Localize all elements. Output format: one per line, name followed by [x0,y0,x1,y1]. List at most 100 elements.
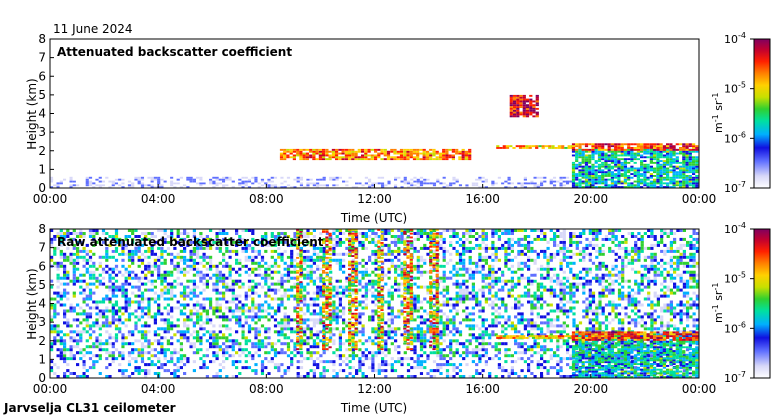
heatmap-cell [374,330,378,334]
heatmap-cell [533,178,537,181]
heatmap-cell [588,182,592,185]
heatmap-cell [601,161,605,164]
heatmap-cell [416,154,420,157]
heatmap-cell [394,176,398,179]
heatmap-cell [394,229,398,232]
heatmap-cell [56,261,60,265]
heatmap-cell [157,273,161,277]
heatmap-cell [682,154,686,157]
heatmap-cell [688,158,692,161]
heatmap-cell [381,186,385,188]
heatmap-cell [222,182,226,185]
heatmap-cell [403,150,407,153]
heatmap-cell [131,330,135,334]
heatmap-cell [412,158,417,161]
heatmap-cell [231,176,235,179]
heatmap-cell [144,375,148,378]
heatmap-cell [157,180,161,183]
heatmap-cell [118,309,122,313]
heatmap-cell [351,357,355,361]
heatmap-cell [481,186,485,188]
heatmap-cell [368,366,372,370]
heatmap-cell [121,258,125,262]
heatmap-cell [53,267,57,271]
heatmap-cell [406,154,410,157]
heatmap-cell [656,160,660,162]
heatmap-cell [56,300,60,304]
heatmap-cell [72,229,76,232]
heatmap-cell [332,229,336,232]
heatmap-cell [390,150,394,153]
heatmap-cell [280,252,284,256]
heatmap-cell [235,237,239,241]
heatmap-cell [387,303,391,307]
heatmap-cell [283,273,287,277]
heatmap-cell [114,176,119,179]
heatmap-cell [338,315,342,319]
heatmap-cell [88,345,93,349]
heatmap-cell [338,348,342,352]
heatmap-cell [312,156,316,159]
heatmap-cell [601,175,605,177]
heatmap-cell [228,339,232,343]
heatmap-cell [222,315,226,319]
heatmap-cell [118,330,122,334]
heatmap-cell [157,229,161,232]
heatmap-cell [82,264,86,268]
heatmap-cell [257,375,261,378]
heatmap-cell [179,348,183,352]
heatmap-cell [192,303,196,307]
heatmap-cell [98,279,102,283]
heatmap-cell [449,180,453,183]
heatmap-cell [231,339,235,343]
heatmap-cell [183,372,187,375]
heatmap-cell [144,363,148,367]
heatmap-cell [575,173,579,175]
heatmap-cell [345,357,349,361]
heatmap-cell [157,360,161,364]
heatmap-cell [189,255,193,259]
heatmap-cell [695,150,699,153]
heatmap-cell [374,351,378,355]
heatmap-cell [251,249,255,253]
heatmap-cell [656,161,660,164]
heatmap-cell [293,360,297,364]
heatmap-cell [82,246,86,250]
heatmap-cell [338,240,342,244]
heatmap-cell [659,182,663,185]
heatmap-cell [56,282,60,286]
heatmap-cell [361,264,365,268]
heatmap-cell [183,237,187,241]
heatmap-cell [192,369,196,373]
heatmap-cell [264,327,268,331]
heatmap-cell [666,145,670,148]
heatmap-cell [394,249,398,253]
heatmap-cell [244,360,248,364]
heatmap-cell [695,145,699,148]
heatmap-cell [131,232,135,235]
heatmap-cell [653,175,657,177]
heatmap-cell [235,178,239,181]
heatmap-cell [620,180,624,183]
heatmap-cell [170,235,174,238]
heatmap-cell [92,345,96,349]
heatmap-cell [137,306,141,310]
heatmap-cell [95,285,99,289]
heatmap-cell [247,306,252,310]
heatmap-cell [468,158,472,161]
heatmap-cell [247,176,252,179]
heatmap-cell [176,306,180,310]
heatmap-cell [273,330,278,334]
heatmap-cell [160,318,164,322]
heatmap-cell [202,333,206,337]
heatmap-cell [238,237,242,241]
heatmap-cell [432,184,437,187]
heatmap-cell [332,375,336,378]
heatmap-cell [170,182,174,185]
heatmap-cell [669,160,673,162]
heatmap-cell [166,235,170,238]
heatmap-cell [672,154,676,157]
heatmap-cell [286,252,291,256]
heatmap-cell [662,173,666,175]
heatmap-cell [312,178,316,181]
